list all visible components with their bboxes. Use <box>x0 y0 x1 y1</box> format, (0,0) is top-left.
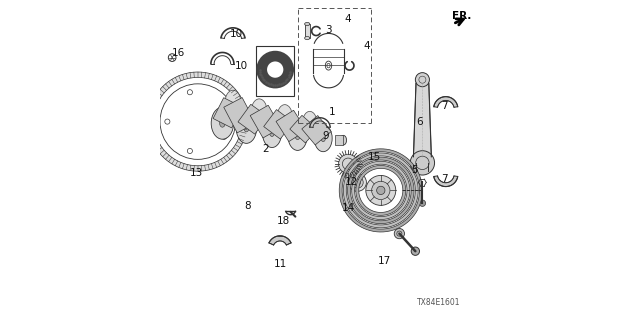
Circle shape <box>376 186 385 195</box>
Text: 4: 4 <box>363 41 370 52</box>
Text: 12: 12 <box>345 177 358 188</box>
Ellipse shape <box>220 119 225 127</box>
Circle shape <box>339 154 358 173</box>
Polygon shape <box>238 104 268 134</box>
Bar <box>335 135 344 145</box>
Text: 14: 14 <box>342 203 355 213</box>
Circle shape <box>372 181 390 200</box>
Polygon shape <box>213 98 242 128</box>
Polygon shape <box>352 161 410 220</box>
Polygon shape <box>434 176 458 187</box>
Ellipse shape <box>236 113 257 143</box>
Polygon shape <box>413 83 431 157</box>
Ellipse shape <box>340 135 347 145</box>
Text: 11: 11 <box>273 259 287 269</box>
Ellipse shape <box>314 125 332 152</box>
Circle shape <box>415 73 429 87</box>
Ellipse shape <box>262 118 282 148</box>
Circle shape <box>394 228 404 239</box>
Ellipse shape <box>303 111 317 133</box>
Circle shape <box>366 175 396 205</box>
Polygon shape <box>302 116 331 145</box>
Circle shape <box>412 247 420 255</box>
Text: 17: 17 <box>378 256 390 266</box>
Bar <box>256 46 294 96</box>
Polygon shape <box>148 72 248 171</box>
Text: 7: 7 <box>442 100 448 111</box>
Ellipse shape <box>225 90 241 115</box>
Text: 6: 6 <box>416 116 422 127</box>
Bar <box>305 24 310 38</box>
Text: 4: 4 <box>345 14 351 24</box>
Circle shape <box>419 200 426 206</box>
Text: 10: 10 <box>235 60 248 71</box>
Ellipse shape <box>288 122 307 150</box>
Polygon shape <box>344 153 419 228</box>
Ellipse shape <box>269 129 275 136</box>
Ellipse shape <box>211 107 234 139</box>
Ellipse shape <box>305 36 310 40</box>
Polygon shape <box>264 109 293 139</box>
Polygon shape <box>339 149 422 232</box>
Text: 13: 13 <box>190 168 204 178</box>
Polygon shape <box>290 115 317 143</box>
Text: FR.: FR. <box>452 11 471 21</box>
Polygon shape <box>250 105 281 138</box>
Polygon shape <box>276 110 307 141</box>
Text: 1: 1 <box>329 107 335 117</box>
Ellipse shape <box>305 22 310 26</box>
Text: 9: 9 <box>323 131 329 141</box>
Ellipse shape <box>244 124 249 132</box>
Text: 3: 3 <box>326 25 332 36</box>
Polygon shape <box>434 97 458 107</box>
Polygon shape <box>356 165 406 215</box>
Polygon shape <box>348 157 414 224</box>
Text: 18: 18 <box>276 216 290 226</box>
Text: 10: 10 <box>230 28 243 39</box>
Text: 16: 16 <box>172 48 185 58</box>
Ellipse shape <box>252 99 267 122</box>
Ellipse shape <box>278 105 292 127</box>
Text: 8: 8 <box>244 201 252 212</box>
Circle shape <box>349 173 366 191</box>
Text: 15: 15 <box>368 152 381 162</box>
Text: TX84E1601: TX84E1601 <box>417 298 461 307</box>
Polygon shape <box>269 236 291 245</box>
Polygon shape <box>224 98 255 133</box>
Text: 7: 7 <box>442 174 448 184</box>
Circle shape <box>410 151 435 175</box>
Text: 2: 2 <box>262 144 269 154</box>
Ellipse shape <box>321 135 326 141</box>
Circle shape <box>352 177 364 188</box>
Text: 5: 5 <box>412 164 418 175</box>
Ellipse shape <box>295 132 300 140</box>
